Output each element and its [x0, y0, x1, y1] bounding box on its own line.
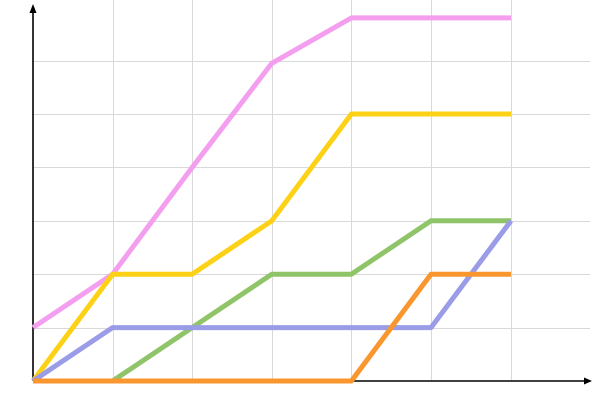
- series-line-yellow: [30, 111, 511, 383]
- series-line-purple: [31, 219, 514, 384]
- series-group: [30, 15, 514, 384]
- x-axis-arrow-icon: [584, 377, 592, 385]
- series-line-orange: [33, 271, 511, 384]
- horizontal-gridlines: [33, 61, 590, 329]
- y-axis-arrow-icon: [29, 4, 37, 13]
